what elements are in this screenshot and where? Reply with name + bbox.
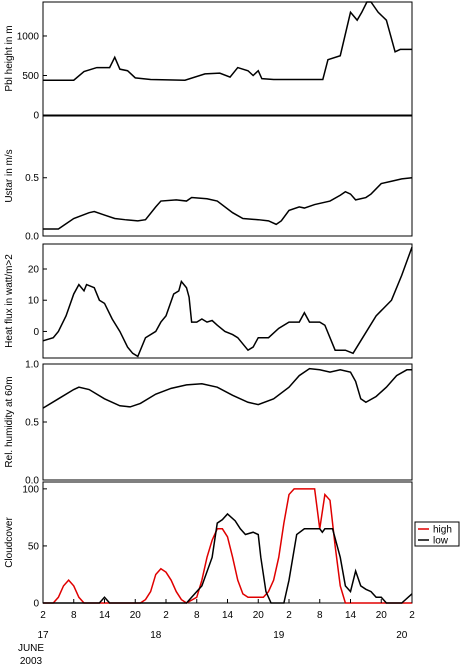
y-tick-label: 500	[22, 71, 39, 82]
month-label: JUNE	[18, 643, 44, 654]
legend-label: high	[433, 525, 452, 536]
x-tick-label: 20	[130, 610, 142, 621]
panel-frame	[42, 481, 413, 604]
y-tick-label: 50	[28, 541, 40, 552]
day-label: 20	[396, 630, 408, 641]
x-tick-label: 2	[40, 610, 46, 621]
x-tick-label: 14	[222, 610, 234, 621]
day-label: 19	[273, 630, 285, 641]
y-axis-label: Ustar in m/s	[4, 149, 15, 202]
legend-box	[414, 521, 460, 547]
y-axis-label: Rel. humidity at 60m	[4, 376, 15, 467]
x-tick-label: 8	[71, 610, 77, 621]
line-series	[43, 488, 412, 604]
line-series	[43, 512, 413, 604]
x-tick-label: 2	[286, 610, 292, 621]
legend-label: low	[433, 536, 449, 547]
line-series	[42, 246, 413, 358]
x-tick-label: 14	[345, 610, 357, 621]
y-tick-label: 20	[28, 264, 40, 275]
y-tick-label: 0.5	[25, 173, 39, 184]
line-series	[42, 367, 412, 409]
panel-frame	[42, 115, 413, 237]
x-tick-label: 8	[194, 610, 200, 621]
x-tick-label: 20	[253, 610, 265, 621]
y-tick-label: 0.5	[25, 418, 39, 429]
y-tick-label: 100	[22, 484, 39, 495]
x-tick-label: 20	[376, 610, 388, 621]
x-tick-label: 2	[163, 610, 169, 621]
x-tick-label: 2	[409, 610, 415, 621]
day-label: 17	[37, 630, 49, 641]
y-axis-label: Pbl height in m	[4, 25, 15, 91]
y-tick-label: 10	[28, 296, 40, 307]
panel-frame	[42, 1, 413, 116]
y-axis-label: Heat flux in watt/m>2	[4, 254, 15, 348]
day-label: 18	[150, 630, 162, 641]
line-series	[43, 177, 413, 230]
x-tick-label: 14	[99, 610, 111, 621]
year-label: 2003	[20, 656, 43, 664]
y-tick-label: 0.0	[25, 476, 39, 487]
y-tick-label: 1000	[17, 31, 40, 42]
y-tick-label: 0	[33, 599, 39, 610]
y-axis-label: Cloudcover	[4, 517, 15, 568]
y-tick-label: 0	[33, 327, 39, 338]
y-tick-label: 0.0	[25, 232, 39, 243]
y-tick-label: 0	[33, 111, 39, 122]
panel-frame	[42, 363, 413, 481]
y-tick-label: 1.0	[25, 360, 39, 371]
panel-frame	[42, 243, 413, 359]
x-tick-label: 8	[317, 610, 323, 621]
line-series	[43, 1, 412, 81]
